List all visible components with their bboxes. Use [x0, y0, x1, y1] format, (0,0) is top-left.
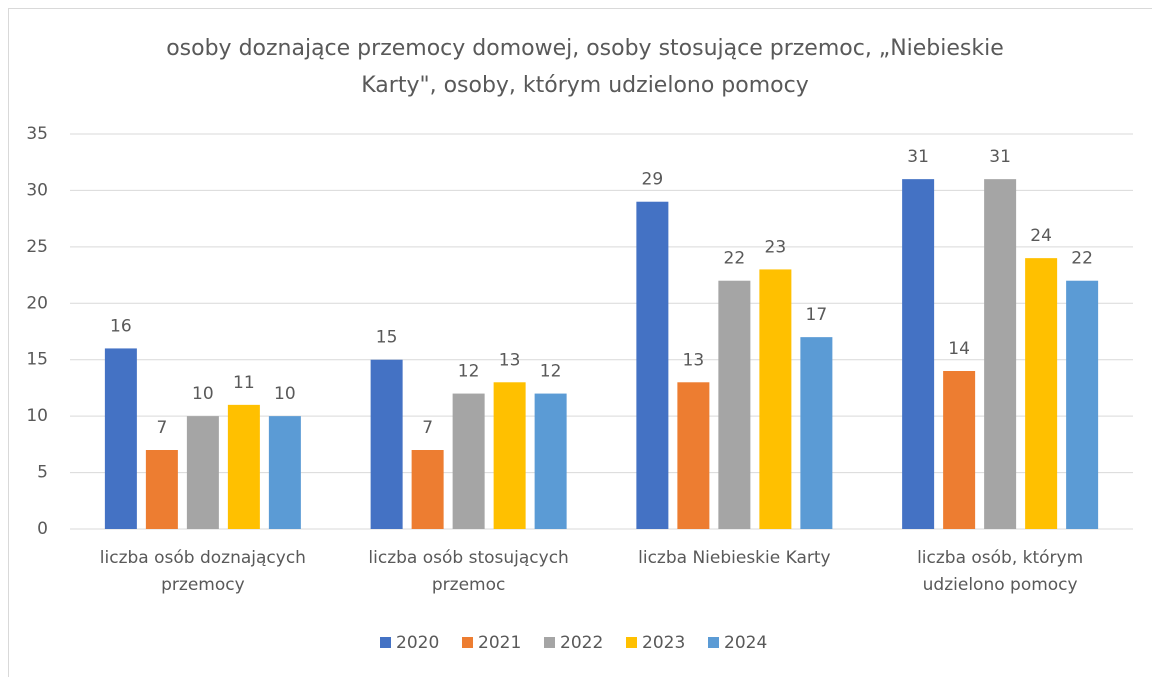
data-label: 7 [156, 418, 167, 438]
x-tick-label: liczba osób stosujących przemoc [368, 548, 569, 595]
bar [534, 393, 567, 529]
bar [186, 416, 219, 529]
data-label: 31 [907, 147, 929, 167]
data-label: 10 [274, 384, 296, 404]
legend-swatch [708, 637, 719, 648]
y-tick-label: 25 [26, 237, 48, 257]
legend-label: 2020 [396, 633, 439, 653]
data-label: 14 [948, 339, 970, 359]
data-label: 23 [765, 237, 787, 257]
data-label: 16 [110, 316, 132, 336]
bar [452, 393, 485, 529]
y-tick-label: 30 [26, 180, 48, 200]
data-label: 13 [683, 350, 705, 370]
data-label: 12 [540, 362, 562, 382]
bar [902, 179, 935, 529]
bar [227, 404, 260, 529]
data-label: 29 [642, 170, 664, 190]
bar [1066, 280, 1099, 529]
bar [718, 280, 751, 529]
legend-label: 2021 [478, 633, 521, 653]
legend-label: 2024 [724, 633, 767, 653]
data-label: 7 [422, 418, 433, 438]
x-tick-label: liczba Niebieskie Karty [638, 548, 831, 568]
data-label: 11 [233, 373, 255, 393]
data-label: 24 [1030, 226, 1052, 246]
data-label: 10 [192, 384, 214, 404]
y-tick-label: 35 [26, 124, 48, 144]
y-tick-label: 20 [26, 293, 48, 313]
bar [268, 416, 301, 529]
legend-swatch [462, 637, 473, 648]
data-label: 17 [806, 305, 828, 325]
legend-swatch [544, 637, 555, 648]
bar [943, 371, 976, 529]
bar [370, 359, 403, 529]
bar [411, 450, 444, 529]
data-label: 22 [1071, 249, 1093, 269]
bar [104, 348, 137, 529]
y-tick-label: 10 [26, 406, 48, 426]
legend-swatch [380, 637, 391, 648]
bar [493, 382, 526, 529]
data-label: 31 [989, 147, 1011, 167]
chart-title: osoby doznające przemocy domowej, osoby … [166, 36, 1004, 98]
x-tick-label: liczba osób, którym udzielono pomocy [917, 548, 1084, 595]
y-tick-label: 15 [26, 350, 48, 370]
bar [984, 179, 1017, 529]
data-label: 22 [724, 249, 746, 269]
y-tick-label: 0 [37, 519, 48, 539]
data-label: 15 [376, 328, 398, 348]
bar [677, 382, 710, 529]
data-label: 13 [499, 350, 521, 370]
y-tick-label: 5 [37, 463, 48, 483]
legend-label: 2022 [560, 633, 603, 653]
x-tick-label: liczba osób doznających przemocy [99, 548, 306, 595]
legend-label: 2023 [642, 633, 685, 653]
bar [636, 201, 669, 529]
legend-swatch [626, 637, 637, 648]
chart-border [8, 8, 1152, 677]
bar [145, 450, 178, 529]
bar [759, 269, 792, 529]
data-label: 12 [458, 362, 480, 382]
bar [800, 337, 833, 529]
bar [1025, 258, 1058, 529]
